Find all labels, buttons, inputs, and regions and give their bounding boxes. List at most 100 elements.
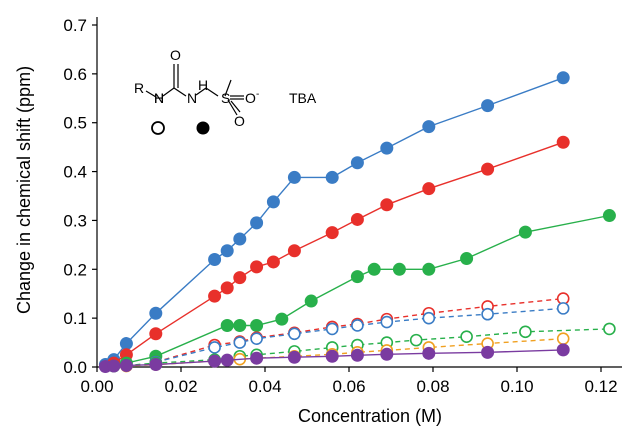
data-point (603, 322, 616, 336)
structure-inset: R N H O N H S O O - TBA (134, 47, 317, 135)
data-point (392, 262, 406, 276)
series-line (105, 77, 564, 366)
data-point (481, 345, 495, 359)
structure-counterion-label: TBA (289, 90, 317, 106)
legend-open-circle-icon (151, 121, 165, 135)
structure-h1-label: H (154, 90, 164, 106)
data-point (481, 99, 495, 113)
data-point (367, 262, 381, 276)
data-point (208, 253, 222, 267)
data-point (149, 327, 163, 341)
data-point (422, 262, 436, 276)
y-tick-label: 0.3 (63, 211, 87, 230)
data-point (266, 195, 280, 209)
data-point (250, 332, 263, 345)
data-point (460, 330, 473, 344)
data-point (556, 332, 570, 345)
data-point (602, 209, 616, 223)
data-point (518, 225, 532, 239)
y-tick-label: 0.2 (63, 260, 87, 279)
data-point (460, 252, 474, 266)
data-point (220, 353, 234, 367)
data-point (220, 318, 234, 332)
y-tick-label: 0.5 (63, 114, 87, 133)
structure-r-label: R (134, 80, 144, 96)
y-tick-label: 0.4 (63, 163, 87, 182)
data-point (380, 198, 394, 212)
structure-o-s1-label: O (234, 113, 245, 129)
series-layer (98, 71, 616, 374)
data-point (351, 319, 364, 332)
data-point (287, 170, 301, 184)
data-point (250, 260, 264, 274)
data-point (422, 311, 436, 325)
data-point (266, 255, 280, 269)
y-axis-title: Change in chemical shift (ppm) (14, 66, 34, 314)
data-point (287, 244, 301, 258)
data-point (422, 346, 436, 360)
data-point (556, 135, 570, 149)
y-tick-label: 0.6 (63, 65, 87, 84)
x-tick-label: 0.06 (332, 377, 365, 396)
data-point (325, 349, 339, 363)
x-tick-label: 0.04 (248, 377, 281, 396)
structure-charge-label: - (256, 89, 259, 100)
data-point (220, 281, 234, 295)
data-point (325, 226, 339, 240)
series-0 (98, 71, 570, 372)
y-tick-label: 0.7 (63, 16, 87, 35)
series-4 (149, 302, 570, 369)
data-point (422, 182, 436, 196)
data-point (556, 302, 570, 315)
data-point (350, 348, 364, 362)
data-point (409, 333, 423, 347)
data-point (208, 341, 221, 354)
data-point (422, 120, 436, 134)
data-point (208, 354, 222, 368)
structure-bonds (145, 64, 244, 116)
data-point (250, 351, 264, 365)
data-point (380, 141, 394, 155)
data-point (149, 358, 163, 372)
structure-s-label: S (221, 90, 230, 106)
x-axis-title: Concentration (M) (298, 406, 442, 426)
y-tick-label: 0.0 (63, 358, 87, 377)
series-1 (107, 135, 570, 370)
x-tick-label: 0.02 (164, 377, 197, 396)
x-tick-label: 0.12 (584, 377, 617, 396)
data-point (556, 71, 570, 85)
structure-h2-label: H (198, 77, 208, 93)
data-point (208, 289, 222, 303)
data-point (556, 343, 570, 357)
data-point (250, 318, 264, 332)
structure-o-top-label: O (170, 47, 181, 63)
data-point (233, 318, 247, 332)
data-point (119, 337, 133, 351)
data-point (119, 359, 133, 373)
series-7 (98, 343, 570, 374)
data-point (149, 306, 163, 320)
series-line (113, 141, 564, 364)
data-point (350, 212, 364, 226)
data-point (233, 232, 247, 246)
structure-n2-label: N (187, 90, 197, 106)
data-point (350, 156, 364, 170)
data-point (481, 307, 494, 321)
data-point (288, 327, 301, 341)
data-point (325, 322, 339, 336)
data-point (287, 350, 301, 364)
data-point (304, 294, 318, 308)
structure-o-s2-label: O (245, 90, 256, 106)
data-point (380, 347, 394, 361)
legend-filled-circle-icon (196, 121, 210, 135)
axes: 0.0 0.1 0.2 0.3 0.4 0.5 0.6 0.7 0.00 0.02 0.04 0.06… (63, 16, 622, 396)
x-tick-label: 0.10 (500, 377, 533, 396)
data-point (220, 244, 234, 258)
x-tick-label: 0.08 (416, 377, 449, 396)
data-point (233, 271, 247, 285)
x-tick-label: 0.00 (80, 377, 113, 396)
data-point (350, 270, 364, 284)
data-point (481, 162, 495, 176)
data-point (519, 325, 532, 339)
